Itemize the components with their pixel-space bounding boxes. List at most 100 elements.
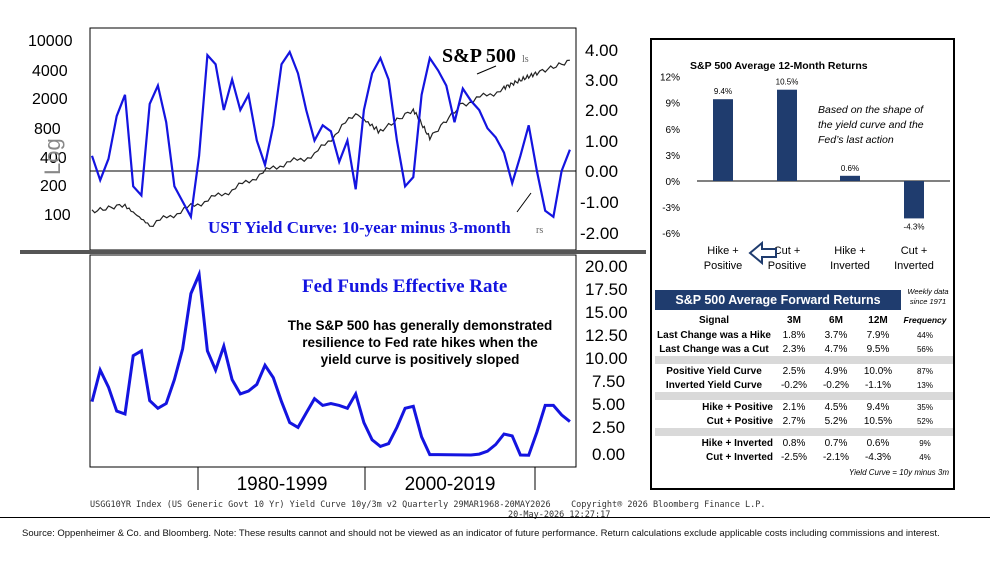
right-tick: 1.00 <box>585 132 618 151</box>
table-cell: 56% <box>916 344 933 354</box>
period-label: 2000-2019 <box>405 474 496 495</box>
table-footnote: Yield Curve = 10y minus 3m <box>848 468 949 477</box>
annotation-line: The S&P 500 has generally demonstrated <box>288 318 553 333</box>
bar-y-tick: -3% <box>662 203 680 214</box>
table-cell: 6M <box>829 314 843 326</box>
table-signal-cell: Last Change was a Cut <box>659 343 769 355</box>
right-axis-top: 4.00 3.00 2.00 1.00 0.00 -1.00 -2.00 <box>580 41 619 243</box>
left-chart: 10000 4000 2000 800 400 200 100 Log 4.00… <box>20 27 646 495</box>
table-signal-cell: Hike + Inverted <box>701 437 773 449</box>
bar-y-axis: 12% 9% 6% 3% 0% -3% -6% <box>660 73 680 241</box>
bar-y-tick: -6% <box>662 229 680 240</box>
bar-y-tick: 9% <box>666 99 681 110</box>
yield-curve-pointer <box>516 192 532 213</box>
table-cell: 9.5% <box>866 343 890 355</box>
fwd-table-title: S&P 500 Average Forward Returns <box>655 290 901 310</box>
spx-pointer <box>476 65 497 75</box>
bar-y-tick: 12% <box>660 73 680 84</box>
table-cell: 7.9% <box>866 329 890 341</box>
right-tick: 0.00 <box>592 445 625 464</box>
table-signal-cell: Inverted Yield Curve <box>665 379 763 391</box>
right-tick: 20.00 <box>585 257 628 276</box>
table-cell: 10.0% <box>863 365 893 377</box>
table-cell: 10.5% <box>863 415 893 427</box>
right-tick: 17.50 <box>585 280 628 299</box>
annotation-line: yield curve is positively sloped <box>321 352 520 367</box>
table-signal-cell: Signal <box>698 314 729 326</box>
bar-value-label: -4.3% <box>904 222 925 231</box>
table-cell: 9% <box>919 438 931 448</box>
bar-series: 9.4% 10.5% 0.6% -4.3% <box>713 78 925 231</box>
table-cell: 0.8% <box>782 437 806 449</box>
table-row: Cut + Positive 2.7% 5.2% 10.5% 52% <box>655 414 953 428</box>
table-row: Inverted Yield Curve -0.2% -0.2% -1.1% 13% <box>655 378 953 392</box>
right-panel <box>650 38 955 490</box>
table-group-separator <box>655 392 953 400</box>
table-cell: Frequency <box>903 315 947 325</box>
table-signal-cell: Positive Yield Curve <box>666 365 762 377</box>
source-note: Source: Oppenheimer & Co. and Bloomberg.… <box>22 528 940 539</box>
bar-chart-title: S&P 500 Average 12-Month Returns <box>690 60 868 72</box>
table-cell: 3.7% <box>824 329 848 341</box>
table-cell: 87% <box>916 366 933 376</box>
annotation-line: resilience to Fed rate hikes when the <box>302 335 538 350</box>
table-row: Hike + Positive 2.1% 4.5% 9.4% 35% <box>655 400 953 414</box>
bar-y-tick: 6% <box>666 125 681 136</box>
left-tick: 10000 <box>28 33 73 50</box>
table-cell: -1.1% <box>864 379 892 391</box>
table-cell: -2.1% <box>822 451 850 463</box>
table-cell: 44% <box>916 330 933 340</box>
bar-category-label: Hike + <box>707 245 739 257</box>
table-signal-cell: Last Change was a Hike <box>657 329 771 341</box>
bar-value-label: 0.6% <box>841 164 859 173</box>
table-cell: 4.9% <box>824 365 848 377</box>
yield-curve-series-line <box>90 49 571 221</box>
yield-curve-label: UST Yield Curve: 10-year minus 3-month <box>208 218 511 237</box>
table-cell: 12M <box>868 314 888 326</box>
right-tick: 3.00 <box>585 71 618 90</box>
left-tick: 4000 <box>32 63 68 80</box>
bar-annotation-line: Fed’s last action <box>818 134 894 146</box>
footer-line1: USGG10YR Index (US Generic Govt 10 Yr) Y… <box>90 500 551 510</box>
table-signal-cell: Cut + Inverted <box>706 451 773 463</box>
table-group-separator <box>655 428 953 436</box>
table-cell: 4.7% <box>824 343 848 355</box>
left-axis: 10000 4000 2000 800 400 200 100 Log <box>28 33 73 224</box>
table-cell: 2.7% <box>782 415 806 427</box>
source-divider <box>0 517 990 518</box>
bar-category-label: Cut + <box>774 245 801 257</box>
left-tick: 800 <box>34 121 61 138</box>
bar-annotation-line: Based on the shape of <box>818 104 924 116</box>
table-row: Positive Yield Curve 2.5% 4.9% 10.0% 87% <box>655 364 953 378</box>
bar <box>713 99 733 181</box>
left-tick: 400 <box>40 150 67 167</box>
bar <box>904 181 924 219</box>
right-tick: 15.00 <box>585 303 628 322</box>
yield-curve-label-suffix: rs <box>536 225 543 236</box>
bloomberg-footer: USGG10YR Index (US Generic Govt 10 Yr) Y… <box>90 500 766 520</box>
table-signal-cell: Cut + Positive <box>706 415 773 427</box>
bar-annotation-line: the yield curve and the <box>818 119 924 131</box>
bar-category-label: Cut + <box>901 245 928 257</box>
bar-categories: Hike + Positive Cut + Positive Hike + Inverte… <box>704 245 934 272</box>
table-row: Hike + Inverted 0.8% 0.7% 0.6% 9% <box>655 436 953 450</box>
table-group-separator <box>655 356 953 364</box>
table-cell: 2.5% <box>782 365 806 377</box>
table-cell: 4.5% <box>824 401 848 413</box>
spx-label: S&P 500 <box>442 45 516 67</box>
fed-funds-series-line <box>90 268 571 457</box>
left-arrow-icon <box>748 240 777 266</box>
table-cell: 2.3% <box>782 343 806 355</box>
table-cell: 0.6% <box>866 437 890 449</box>
right-axis-bottom: 20.00 17.50 15.00 12.50 10.00 7.50 5.00 … <box>585 257 628 464</box>
table-cell: 2.1% <box>782 401 806 413</box>
bar-chart: S&P 500 Average 12-Month Returns 12% 9% 6%… <box>660 60 950 272</box>
bar-value-label: 9.4% <box>714 87 732 96</box>
right-tick: 7.50 <box>592 372 625 391</box>
log-axis-label: Log <box>40 138 65 175</box>
left-tick: 2000 <box>32 91 68 108</box>
bar-category-label: Inverted <box>894 260 934 272</box>
right-tick: 4.00 <box>585 41 618 60</box>
table-cell: -4.3% <box>864 451 892 463</box>
spx-label-suffix: ls <box>522 54 529 65</box>
